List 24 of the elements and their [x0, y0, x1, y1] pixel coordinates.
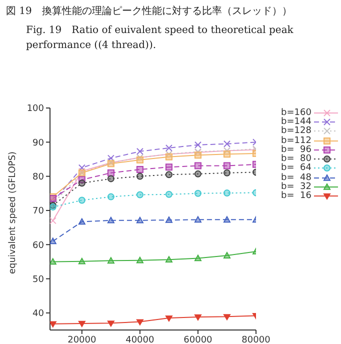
chart-title: 図 19 換算性能の理論ピーク性能に対する比率（スレッド））: [6, 4, 293, 19]
y-tick-label: 50: [32, 274, 44, 285]
legend-label: b= 48: [281, 172, 312, 183]
y-tick-label: 80: [32, 172, 44, 183]
x-tick-label: 40000: [126, 335, 155, 344]
x-tick-label: 80000: [242, 335, 271, 344]
legend-label: b= 32: [281, 182, 312, 192]
legend-label: b= 96: [281, 144, 312, 155]
y-tick-label: 100: [26, 104, 44, 114]
x-tick-label: 20000: [68, 335, 96, 344]
y-tick-label: 70: [32, 206, 44, 217]
legend-label: b=160: [281, 108, 312, 118]
legend-label: b= 64: [281, 163, 312, 174]
y-tick-label: 40: [32, 309, 44, 320]
legend-label: b=144: [281, 116, 312, 127]
legend-label: b=112: [281, 136, 312, 146]
legend-label: b=128: [281, 126, 312, 136]
y-tick-label: 90: [32, 138, 44, 148]
x-tick-label: 60000: [184, 335, 213, 344]
y-tick-label: 60: [32, 240, 44, 251]
legend-label: b= 16: [281, 191, 312, 202]
y-axis-title: equivalent speed (GFLOPS): [8, 151, 18, 274]
legend-label: b= 80: [281, 154, 312, 164]
chart-subtitle: Fig. 19 Ratio of euivalent speed to theoretical peak performance ((4 thread)).: [25, 24, 294, 53]
